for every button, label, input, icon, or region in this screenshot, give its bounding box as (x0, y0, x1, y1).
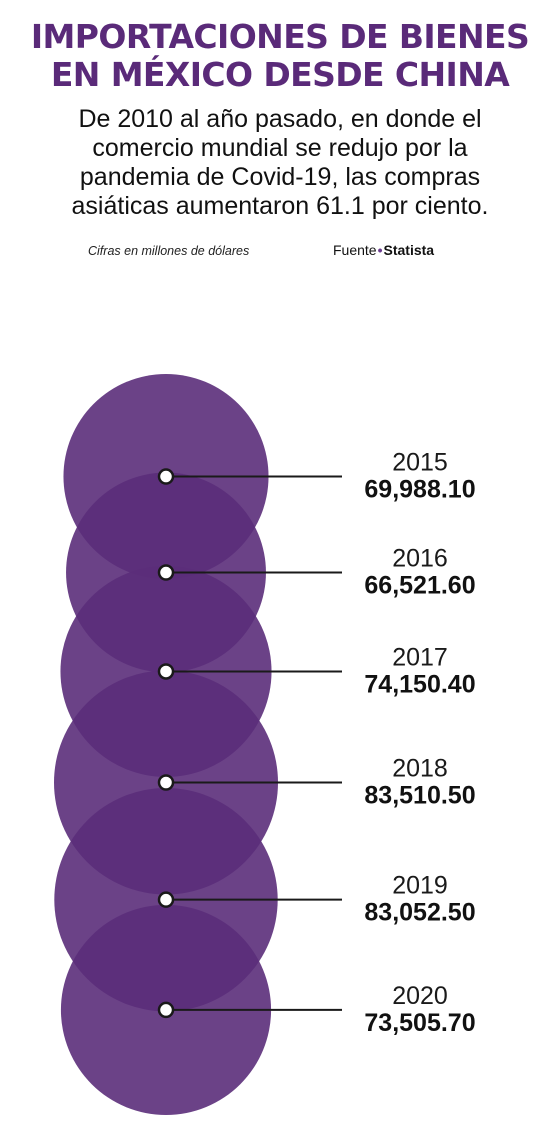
title-line-2: EN MÉXICO DESDE CHINA (50, 55, 510, 94)
value-label-2016: 66,521.60 (364, 572, 475, 600)
marker-2015 (157, 468, 175, 485)
units-note: Cifras en millones de dólares (88, 244, 250, 258)
marker-2019 (157, 891, 175, 908)
value-label-2017: 74,150.40 (364, 670, 475, 698)
subtitle-line-3: pandemia de Covid-19, las compras (79, 163, 481, 191)
source-name: Statista (383, 242, 435, 258)
value-label-2019: 83,052.50 (364, 899, 475, 927)
year-label-2016: 2016 (392, 545, 448, 573)
source-separator: • (377, 242, 383, 258)
subtitle-line-4: asiáticas aumentaron 61.1 por ciento. (71, 192, 489, 220)
title-line-1: IMPORTACIONES DE BIENES (30, 17, 530, 56)
chart-title: IMPORTACIONES DE BIENES EN MÉXICO DESDE … (0, 18, 560, 94)
year-label-2015: 2015 (392, 449, 448, 477)
year-label-2017: 2017 (392, 643, 448, 671)
chart-subtitle: De 2010 al año pasado, en donde el comer… (0, 105, 560, 221)
value-label-2015: 69,988.10 (364, 476, 475, 504)
marker-2017 (157, 663, 175, 680)
marker-2018 (157, 774, 175, 791)
source-label: Fuente (333, 242, 377, 258)
value-label-2018: 83,510.50 (364, 782, 475, 810)
subtitle-line-1: De 2010 al año pasado, en donde el (78, 105, 482, 133)
marker-2020 (157, 1001, 175, 1019)
marker-2016 (157, 564, 175, 581)
subtitle-line-2: comercio mundial se redujo por la (92, 134, 468, 162)
year-label-2019: 2019 (392, 872, 448, 900)
year-label-2020: 2020 (392, 982, 448, 1010)
value-label-2020: 73,505.70 (364, 1009, 475, 1037)
source-credit: Fuente•Statista (333, 242, 434, 258)
year-label-2018: 2018 (392, 755, 448, 783)
